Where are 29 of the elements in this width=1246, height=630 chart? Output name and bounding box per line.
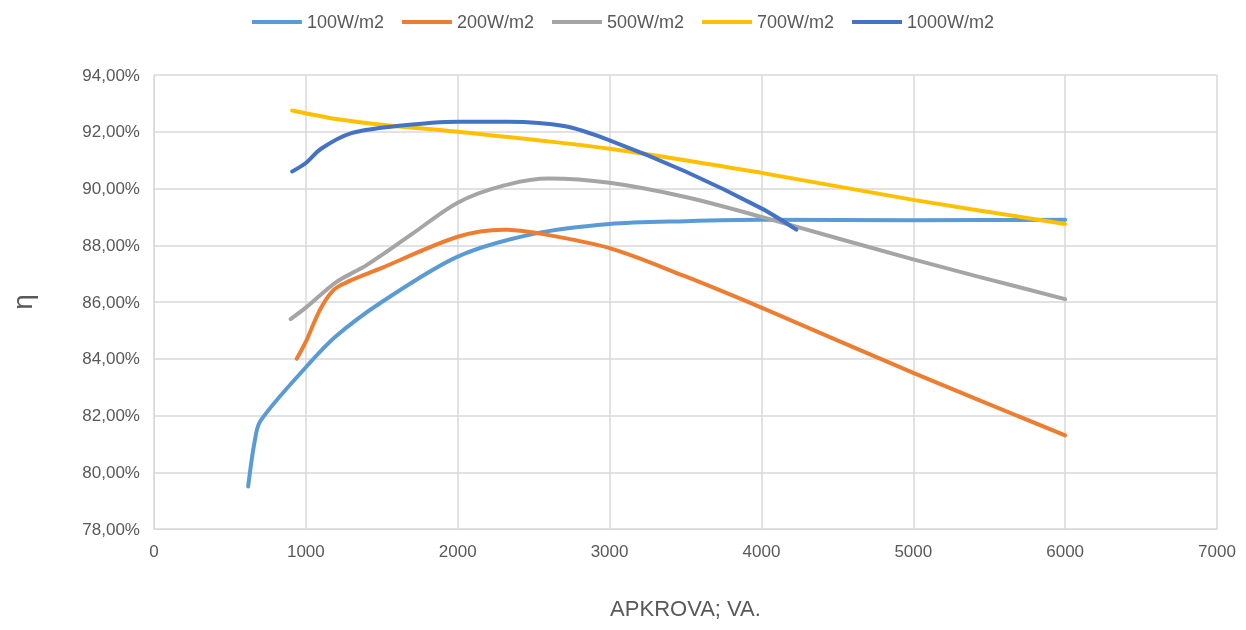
y-tick-label: 78,00% bbox=[82, 519, 140, 539]
y-tick-label: 86,00% bbox=[82, 292, 140, 312]
y-tick-label: 80,00% bbox=[82, 462, 140, 482]
line-series bbox=[246, 217, 1068, 489]
legend-label: 200W/m2 bbox=[456, 12, 534, 32]
x-axis-title: APKROVA; VA. bbox=[610, 595, 761, 621]
y-tick-label: 90,00% bbox=[82, 179, 140, 198]
x-tick-label: 2000 bbox=[438, 542, 477, 561]
x-tick-label: 5000 bbox=[894, 542, 933, 561]
y-tick-label: 92,00% bbox=[82, 122, 140, 142]
y-tick-label: 94,00% bbox=[82, 65, 140, 85]
x-tick-label: 1000 bbox=[286, 542, 325, 561]
line-series bbox=[290, 108, 1068, 226]
line-series bbox=[288, 176, 1068, 322]
x-tick-label: 7000 bbox=[1198, 542, 1236, 561]
legend-label: 500W/m2 bbox=[606, 12, 685, 32]
y-tick-label: 88,00% bbox=[82, 235, 140, 255]
y-tick-label: 84,00% bbox=[82, 349, 140, 369]
line-series bbox=[290, 119, 799, 232]
legend-label: 100W/m2 bbox=[306, 12, 384, 32]
line-series bbox=[294, 227, 1068, 438]
x-tick-label: 3000 bbox=[590, 542, 629, 561]
legend-label: 1000W/m2 bbox=[907, 12, 995, 32]
legend-label: 700W/m2 bbox=[757, 12, 835, 32]
x-tick-label: 6000 bbox=[1046, 542, 1085, 561]
x-tick-label: 4000 bbox=[742, 542, 781, 561]
y-axis-title: η bbox=[6, 294, 38, 310]
y-tick-label: 82,00% bbox=[82, 406, 140, 425]
x-tick-label: 0 bbox=[149, 542, 159, 561]
